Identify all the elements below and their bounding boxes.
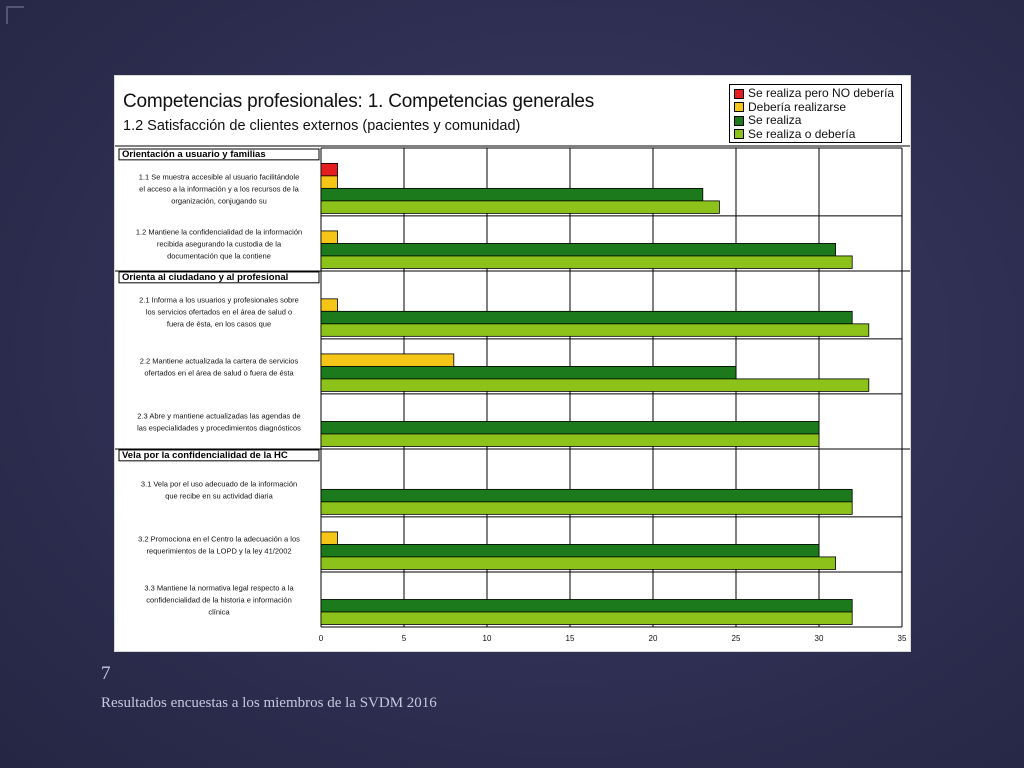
x-tick-label: 20 [649,634,658,643]
slide-corner-decoration [6,6,24,24]
legend-item: Se realiza o debería [734,126,897,142]
bar [320,421,820,435]
bar [320,162,339,177]
category-label: el acceso a la información y a los recur… [139,184,299,193]
bar [320,310,853,325]
bar-chart: 0 5 10 15 20 25 30 35 Orientación a usuario y fa… [115,145,910,643]
category-label: ofertados en el área de salud o fuera de… [144,368,294,377]
bar [320,353,455,367]
x-tick-label: 15 [566,634,575,643]
bar [320,365,737,380]
slide-footer: Resultados encuestas a los miembros de l… [101,695,437,711]
section-header: Orienta al ciudadano y al profesional [122,272,288,283]
chart-title: Competencias profesionales: 1. Competenc… [123,91,595,112]
legend-item: Se realiza pero NO debería [734,87,897,101]
category-label: 1.2 Mantiene la confidencialidad de la i… [136,227,302,236]
category-label: 2.2 Mantiene actualizada la cartera de s… [140,356,299,365]
legend-swatch [734,102,744,113]
legend-label: Se realiza [748,113,802,128]
x-tick-label: 5 [402,634,407,643]
category-label: 2.3 Abre y mantiene actualizadas las age… [137,411,300,420]
legend-label: Debería realizarse [748,99,847,114]
chart-figure: 0 5 10 15 20 25 30 35 Orientación a usuario y fa… [115,76,910,651]
category-label: que recibe en su actividad diaria [165,491,273,500]
bar [320,599,853,613]
bar [320,611,853,625]
legend-swatch [734,115,744,126]
bar [320,433,820,447]
section-header-box [118,148,320,161]
category-label: 3.2 Promociona en el Centro la adecuació… [138,534,300,543]
slide-page-number: 7 [101,663,111,684]
x-tick-label: 30 [815,634,824,643]
bar [320,556,836,570]
bar [320,378,870,392]
category-label: requerimientos de la LOPD y la ley 41/20… [146,546,291,555]
legend-item: Debería realizarse [734,99,897,115]
x-tick-label: 10 [483,634,492,643]
section-header-box [118,449,320,462]
category-label: 3.1 Vela por el uso adecuado de la infor… [141,479,297,488]
bar [320,544,820,558]
bar [320,243,836,257]
legend-label: Se realiza o debería [748,126,856,141]
category-label: fuera de ésta, en los casos que [167,319,271,328]
bar [320,255,853,269]
bar [320,187,704,202]
legend-label: Se realiza pero NO debería [748,86,895,101]
category-label: clínica [208,607,230,616]
category-label: organización, conjugando su [171,196,267,205]
bar [320,175,339,189]
category-label: confidencialidad de la historia e inform… [146,595,292,604]
section-header: Orientación a usuario y familias [122,149,266,160]
bar [320,298,339,312]
bar [320,230,339,244]
chart-subtitle: 1.2 Satisfacción de clientes externos (p… [123,118,521,134]
legend-swatch [734,129,744,140]
bar [320,488,853,503]
category-label: los servicios ofertados en el área de sa… [146,307,292,316]
category-label: las especialidades y procedimientos diag… [137,423,301,432]
bar [320,323,870,337]
category-label: 1.1 Se muestra accesible al usuario faci… [139,172,300,181]
category-label: recibida asegurando la custodia de la [157,239,282,248]
category-label: 2.1 Informa a los usuarios y profesional… [139,295,299,304]
category-label: 3.3 Mantiene la normativa legal respecto… [144,583,294,592]
bar [320,531,339,545]
category-label: documentación que la contiene [167,251,271,260]
x-tick-label: 0 [319,634,324,643]
section-header-box [118,271,320,284]
bar [320,501,853,515]
chart-legend: Se realiza pero NO debería Debería reali… [729,84,902,143]
legend-item: Se realiza [734,114,897,128]
legend-swatch [734,88,744,99]
bar [320,200,720,214]
section-header: Vela por la confidencialidad de la HC [122,450,288,461]
x-tick-label: 25 [732,634,741,643]
x-tick-label: 35 [898,634,907,643]
